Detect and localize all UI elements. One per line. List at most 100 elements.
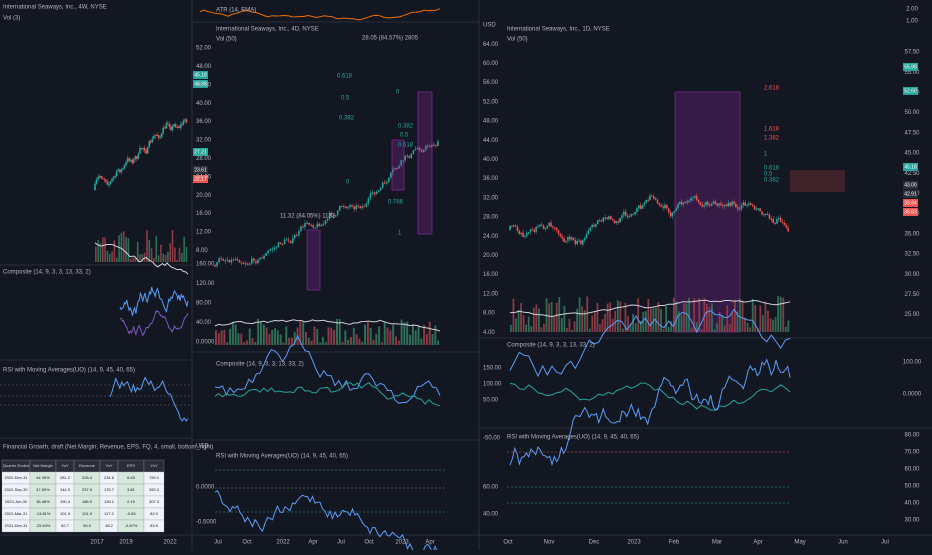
table-cell-text: 759.1 <box>149 475 160 480</box>
decor-candle <box>632 214 634 216</box>
price-badge-label: 38.83 <box>904 209 917 215</box>
decor-volume <box>127 238 130 262</box>
decor-volume <box>762 315 764 332</box>
decor-candle <box>304 223 306 228</box>
table-cell-text: 228.4 <box>82 475 93 480</box>
fib-label: 0.786 <box>388 200 404 206</box>
decor-candle <box>714 201 717 204</box>
y-tick-label: 0.0000 <box>903 392 922 398</box>
price-badge-label: 27.21 <box>194 149 207 155</box>
decor-candle <box>98 176 101 178</box>
decor-volume <box>695 322 698 332</box>
decor-volume <box>688 297 690 332</box>
decor-volume <box>183 236 185 262</box>
decor-candle <box>414 149 417 151</box>
decor-volume <box>629 323 632 332</box>
decor-candle <box>214 265 216 267</box>
table-header: YoY <box>105 463 113 468</box>
decor-volume <box>731 312 734 332</box>
decor-volume <box>619 301 622 332</box>
decor-candle <box>576 241 578 245</box>
decor-candle <box>273 247 276 250</box>
decor-candle <box>712 201 715 205</box>
decor-candle <box>654 198 657 201</box>
decor-candle <box>242 263 245 265</box>
decor-candle <box>410 153 413 158</box>
decor-candle <box>137 153 140 159</box>
decor-volume <box>397 340 400 345</box>
decor-line <box>214 490 441 555</box>
decor-volume <box>411 324 414 345</box>
decor-candle <box>751 204 754 207</box>
fib-label: 1 <box>764 152 768 158</box>
decor-candle <box>177 126 180 128</box>
decor-candle <box>234 259 237 261</box>
decor-candle <box>533 229 536 232</box>
decor-candle <box>145 150 147 154</box>
decor-candle <box>738 208 741 210</box>
table-cell-text: 36.48% <box>36 499 50 504</box>
decor-candle <box>634 211 636 215</box>
decor-volume <box>764 301 767 332</box>
decor-candle <box>729 202 732 206</box>
decor-volume <box>375 333 378 345</box>
decor-candle <box>755 209 758 211</box>
price-badge <box>903 199 918 207</box>
decor-volume <box>515 318 517 332</box>
decor-volume <box>535 304 538 332</box>
price-badge-label: 42.91 <box>904 191 917 197</box>
fib-label: 0.5 <box>400 133 409 139</box>
decor-candle <box>772 218 774 223</box>
decor-candle <box>606 217 608 220</box>
decor-candle <box>694 195 696 198</box>
decor-candle <box>283 239 286 244</box>
decor-candle <box>527 232 530 234</box>
decor-candle <box>677 203 679 209</box>
decor-candle <box>156 134 158 136</box>
decor-candle <box>279 242 282 244</box>
price-badge <box>903 208 918 216</box>
decor-candle <box>349 205 351 208</box>
decor-candle <box>281 243 284 245</box>
decor-candle <box>371 192 374 194</box>
decor-volume <box>141 253 144 262</box>
decor-candle <box>336 210 339 216</box>
decor-volume <box>779 296 782 332</box>
decor-volume <box>139 254 141 262</box>
x-tick-label: Oct <box>364 540 374 546</box>
decor-candle <box>117 169 120 171</box>
decor-volume <box>380 342 383 345</box>
decor-volume <box>321 336 324 345</box>
decor-candle <box>289 240 292 244</box>
decor-candle <box>546 225 549 229</box>
decor-box <box>790 170 845 192</box>
decor-candle <box>518 230 521 235</box>
decor-candle <box>308 222 310 225</box>
price-badge-label: 39.94 <box>904 200 917 206</box>
table-cell-text: 2022-Sep-30 <box>4 487 28 492</box>
decor-candle <box>662 206 664 209</box>
table-cell-text: -0.65 <box>126 511 136 516</box>
decor-candle <box>126 158 129 163</box>
decor-candle <box>220 258 222 260</box>
table-cell-text: 307.3 <box>149 499 160 504</box>
price-badge <box>903 190 918 198</box>
decor-candle <box>680 201 683 205</box>
decor-candle <box>160 133 163 138</box>
y-tick-label: 16.00 <box>483 272 499 278</box>
decor-candle <box>736 207 739 209</box>
decor-candle <box>695 195 698 200</box>
table-cell-text: 139.1 <box>104 499 115 504</box>
decor-volume <box>181 252 183 262</box>
decor-candle <box>781 221 784 223</box>
table-header: YoY <box>150 463 158 468</box>
decor-candle <box>514 225 517 227</box>
decor-candle <box>768 214 771 219</box>
decor-volume <box>99 243 102 262</box>
decor-volume <box>157 255 160 262</box>
decor-volume <box>313 326 316 345</box>
decor-volume <box>167 251 169 262</box>
decor-candle <box>216 262 218 267</box>
decor-candle <box>255 261 257 264</box>
price-badge <box>903 63 918 71</box>
